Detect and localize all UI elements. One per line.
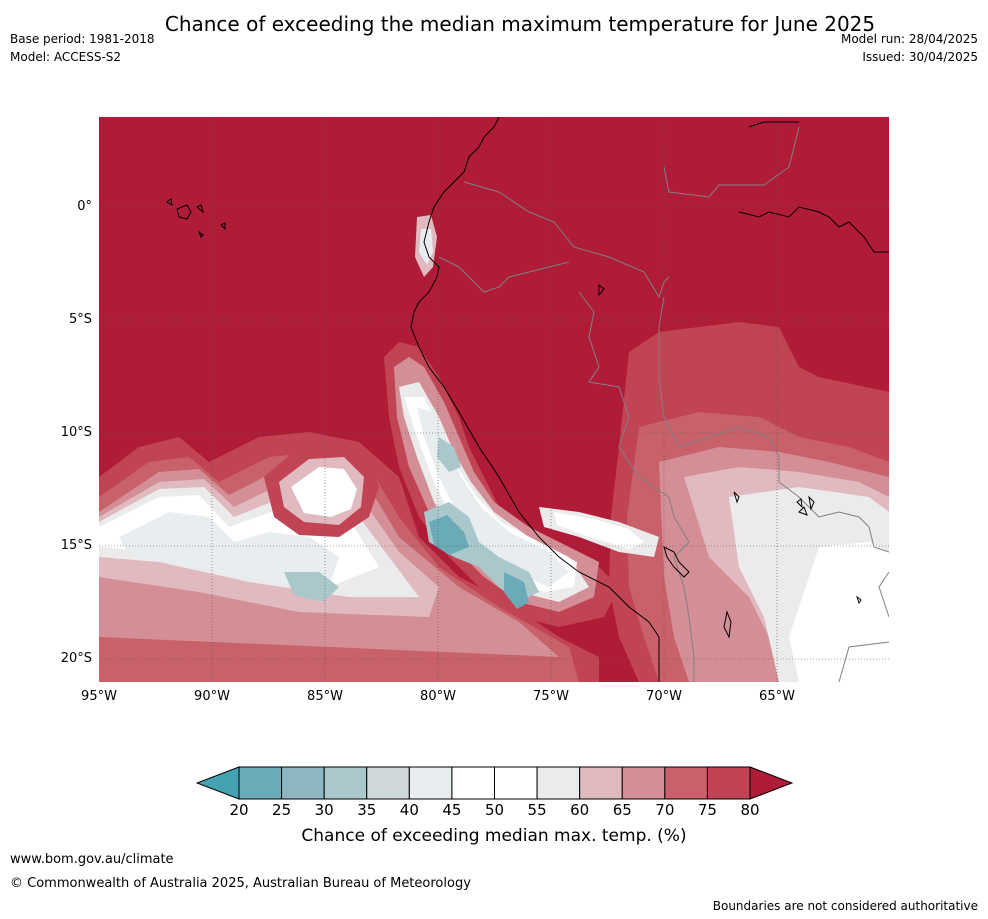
colorbar-segment: [408, 766, 453, 800]
coastlines: [166, 117, 889, 682]
model-label: Model: ACCESS-S2: [10, 50, 122, 64]
lat-label-15s: 15°S: [60, 538, 92, 553]
lat-label-20s: 20°S: [60, 651, 92, 666]
region-40-45-west: [119, 512, 339, 587]
colorbar-segment: [579, 766, 623, 800]
boundaries-disclaimer: Boundaries are not considered authoritat…: [712, 899, 978, 913]
colorbar-tick-label: 80: [740, 801, 760, 819]
base-period-label: Base period: 1981-2018: [10, 32, 155, 46]
region-40-45-coast: [417, 407, 569, 587]
colorbar-segment: [281, 766, 325, 800]
issued-label: Issued: 30/04/2025: [862, 50, 978, 64]
colorbar-tick-label: 45: [442, 801, 462, 819]
colorbar-high-extension: [749, 766, 793, 800]
region-50-55-se: [789, 542, 889, 682]
lat-label-10s: 10°S: [60, 425, 92, 440]
colorbar-segment: [664, 766, 708, 800]
colorbar-tick-label: 25: [272, 801, 292, 819]
colorbar: [196, 766, 793, 800]
colorbar-segment: [323, 766, 368, 800]
region-30-35-coast-north: [437, 437, 461, 472]
region-50-55-strip: [554, 512, 644, 549]
lon-label-80w: 80°W: [420, 689, 456, 704]
colorbar-segments: [238, 766, 751, 800]
gridlines: [99, 117, 889, 682]
colorbar-label: Chance of exceeding median max. temp. (%…: [301, 826, 687, 846]
country-borders: [438, 126, 889, 682]
colorbar-segment: [238, 766, 283, 800]
region-20-25-coast-2: [504, 572, 529, 609]
meta-right: Model run: 28/04/2025 Issued: 30/04/2025: [841, 32, 978, 68]
colorbar-segment: [494, 766, 538, 800]
lon-label-65w: 65°W: [759, 689, 795, 704]
colorbar-segment: [451, 766, 496, 800]
copyright-notice: © Commonwealth of Australia 2025, Austra…: [10, 876, 471, 891]
lon-label-85w: 85°W: [307, 689, 343, 704]
lat-label-5s: 5°S: [68, 312, 92, 327]
lon-label-75w: 75°W: [533, 689, 569, 704]
colorbar-frame: [238, 766, 751, 800]
colorbar-tick-label: 50: [484, 801, 505, 819]
colorbar-segment: [366, 766, 410, 800]
colorbar-tick-label: 20: [229, 801, 249, 819]
colorbar-segment: [536, 766, 581, 800]
probability-map: [99, 117, 889, 682]
lon-label-70w: 70°W: [646, 689, 682, 704]
region-20-25-coast: [429, 515, 469, 555]
colorbar-tick-label: 60: [570, 801, 590, 819]
model-run-label: Model run: 28/04/2025: [840, 32, 978, 46]
colorbar-tick-label: 35: [357, 801, 377, 819]
lon-label-90w: 90°W: [194, 689, 230, 704]
colorbar-segment: [621, 766, 666, 800]
colorbar-segment: [706, 766, 751, 800]
lon-label-95w: 95°W: [81, 689, 117, 704]
region-50-55-central: [291, 467, 357, 517]
meta-left: Base period: 1981-2018 Model: ACCESS-S2: [10, 32, 155, 68]
colorbar-tick-label: 30: [314, 801, 334, 819]
colorbar-low-extension: [196, 766, 240, 800]
lat-label-0: 0°: [77, 199, 92, 214]
map-title: Chance of exceeding the median maximum t…: [164, 12, 876, 36]
colorbar-tick-label: 65: [612, 801, 632, 819]
colorbar-tick-label: 55: [527, 801, 547, 819]
colorbar-tick-label: 75: [697, 801, 717, 819]
colorbar-tick-label: 40: [399, 801, 419, 819]
colorbar-tick-label: 70: [655, 801, 675, 819]
website-link[interactable]: www.bom.gov.au/climate: [10, 852, 174, 867]
